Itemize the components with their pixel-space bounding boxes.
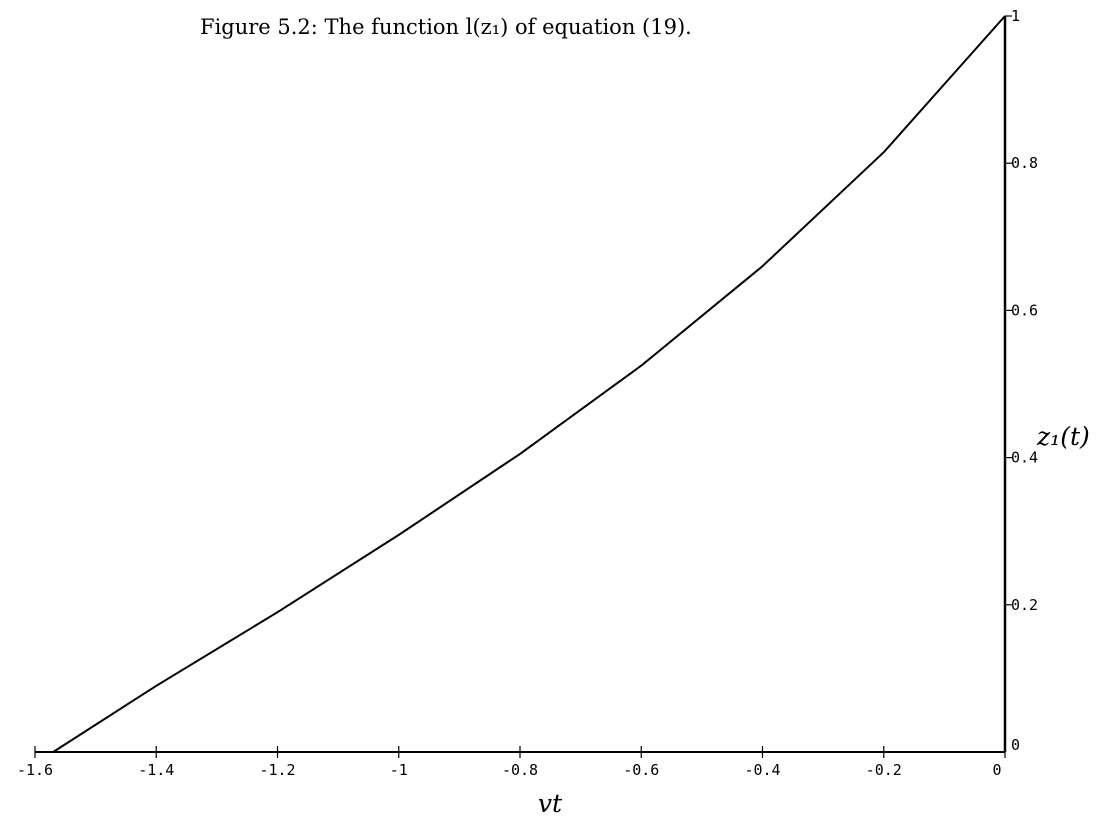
y-tick-label: 0.2 (1011, 596, 1038, 614)
y-tick-label: 0.4 (1011, 449, 1038, 467)
x-tick-label: -1.6 (17, 761, 53, 779)
x-axis-ticks: -1.6 -1.4 -1.2 -1 -0.8 -0.6 -0.4 -0.2 0 (17, 746, 1006, 779)
y-tick-label: 0 (1011, 736, 1020, 754)
y-tick-label: 0.6 (1011, 301, 1038, 319)
y-axis-label: z₁(t) (1036, 422, 1090, 451)
series-line (52, 15, 1006, 753)
series-group (52, 15, 1006, 753)
x-tick-label: -1.4 (138, 761, 174, 779)
y-axis-ticks: 0 0.2 0.4 0.6 0.8 1 (1005, 7, 1038, 754)
y-tick-label: 0.8 (1011, 154, 1038, 172)
x-tick-label: -0.6 (623, 761, 659, 779)
y-tick-label: 1 (1011, 7, 1020, 25)
x-tick-label: -1 (390, 761, 408, 779)
x-tick-label: 0 (992, 761, 1001, 779)
x-tick-label: -0.2 (866, 761, 902, 779)
chart-title: Figure 5.2: The function l(z₁) of equati… (200, 15, 692, 39)
x-tick-label: -0.8 (502, 761, 538, 779)
x-tick-label: -0.4 (744, 761, 780, 779)
x-tick-label: -1.2 (259, 761, 295, 779)
x-axis-label: vt (538, 789, 563, 818)
